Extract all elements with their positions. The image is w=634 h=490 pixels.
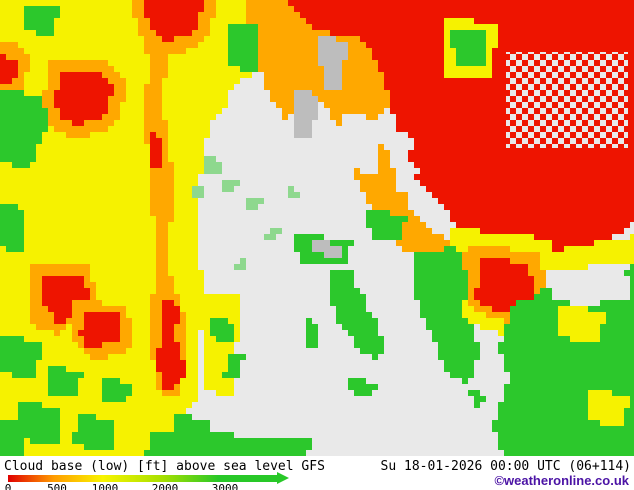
map-region-austria-green bbox=[366, 210, 408, 240]
map-region-baltic-gray-hole bbox=[342, 114, 384, 174]
map-region-lake-hole-1 bbox=[390, 132, 414, 156]
legend-tick: 0 bbox=[4, 482, 12, 490]
map-region-leftcenter-red bbox=[54, 72, 114, 126]
map-region-uk-speck-2 bbox=[192, 186, 204, 198]
map-region-leftedge-green-2 bbox=[0, 204, 24, 252]
map-region-southwest-red-core-b bbox=[78, 312, 120, 348]
map-region-center-speck-1 bbox=[246, 198, 264, 210]
map-region-norway-gray-2 bbox=[294, 90, 318, 138]
map-region-band-red-fleck bbox=[150, 132, 162, 168]
legend-tick: 3000 bbox=[211, 482, 239, 490]
legend-tick: 1000 bbox=[91, 482, 119, 490]
map-region-topcenter-red bbox=[144, 0, 204, 42]
map-region-southwest-green-corner bbox=[0, 420, 30, 456]
map-region-italy-green bbox=[330, 264, 384, 360]
map-region-spain-green-2 bbox=[222, 354, 246, 378]
map-region-southwest-green-2 bbox=[48, 366, 84, 396]
map-region-dither-checks bbox=[506, 52, 628, 148]
map-region-lake-hole-2 bbox=[396, 162, 420, 192]
map-region-center-speck-4 bbox=[222, 180, 240, 192]
map-region-sardinia-green bbox=[306, 318, 318, 348]
map-region-turkey-yellow-2 bbox=[588, 390, 630, 426]
map-region-aegean-green-spot bbox=[468, 390, 486, 408]
map-region-southwest-green-5 bbox=[102, 378, 132, 402]
legend: 0 500 1000 2000 3000 bbox=[4, 472, 308, 490]
map-region-iceland-green bbox=[24, 6, 60, 36]
map-region-romania-red-core bbox=[474, 258, 534, 312]
map-region-center-speck-5 bbox=[234, 258, 246, 270]
map-region-southwest-green-1 bbox=[0, 336, 42, 378]
legend-gradient-bar bbox=[8, 472, 289, 484]
map-region-uk-speck-1 bbox=[204, 156, 222, 174]
map-region-alps-gray bbox=[312, 240, 342, 258]
legend-tick: 2000 bbox=[151, 482, 179, 490]
map-region-finland-green-core bbox=[450, 30, 486, 66]
map-region-norway-gray-1 bbox=[318, 36, 348, 90]
map-region-blacksea-gray-hole bbox=[546, 264, 630, 306]
map-region-center-speck-3 bbox=[288, 186, 300, 198]
weather-map bbox=[0, 0, 634, 456]
map-title: Cloud base (low) [ft] above sea level GF… bbox=[4, 459, 325, 474]
legend-tick: 500 bbox=[47, 482, 67, 490]
map-region-spain-green-1 bbox=[210, 318, 234, 342]
map-region-faroe-green bbox=[228, 24, 258, 72]
map-region-balkans-green bbox=[414, 246, 480, 384]
map-region-sicily-green bbox=[348, 378, 378, 396]
map-region-band-red-core bbox=[156, 300, 186, 396]
map-region-center-speck-2 bbox=[264, 228, 282, 240]
map-datetime: Su 18-01-2026 00:00 UTC (06+114) bbox=[380, 459, 631, 474]
map-region-leftedge-green-1 bbox=[0, 90, 48, 168]
map-region-gibraltar-green bbox=[168, 414, 210, 438]
legend-arrow-icon bbox=[277, 472, 289, 484]
copyright-link[interactable]: ©weatheronline.co.uk bbox=[494, 473, 629, 488]
map-region-leftedge-red bbox=[0, 54, 18, 84]
map-region-turkey-yellow-1 bbox=[558, 306, 606, 342]
map-region-southwest-green-4 bbox=[72, 414, 114, 450]
